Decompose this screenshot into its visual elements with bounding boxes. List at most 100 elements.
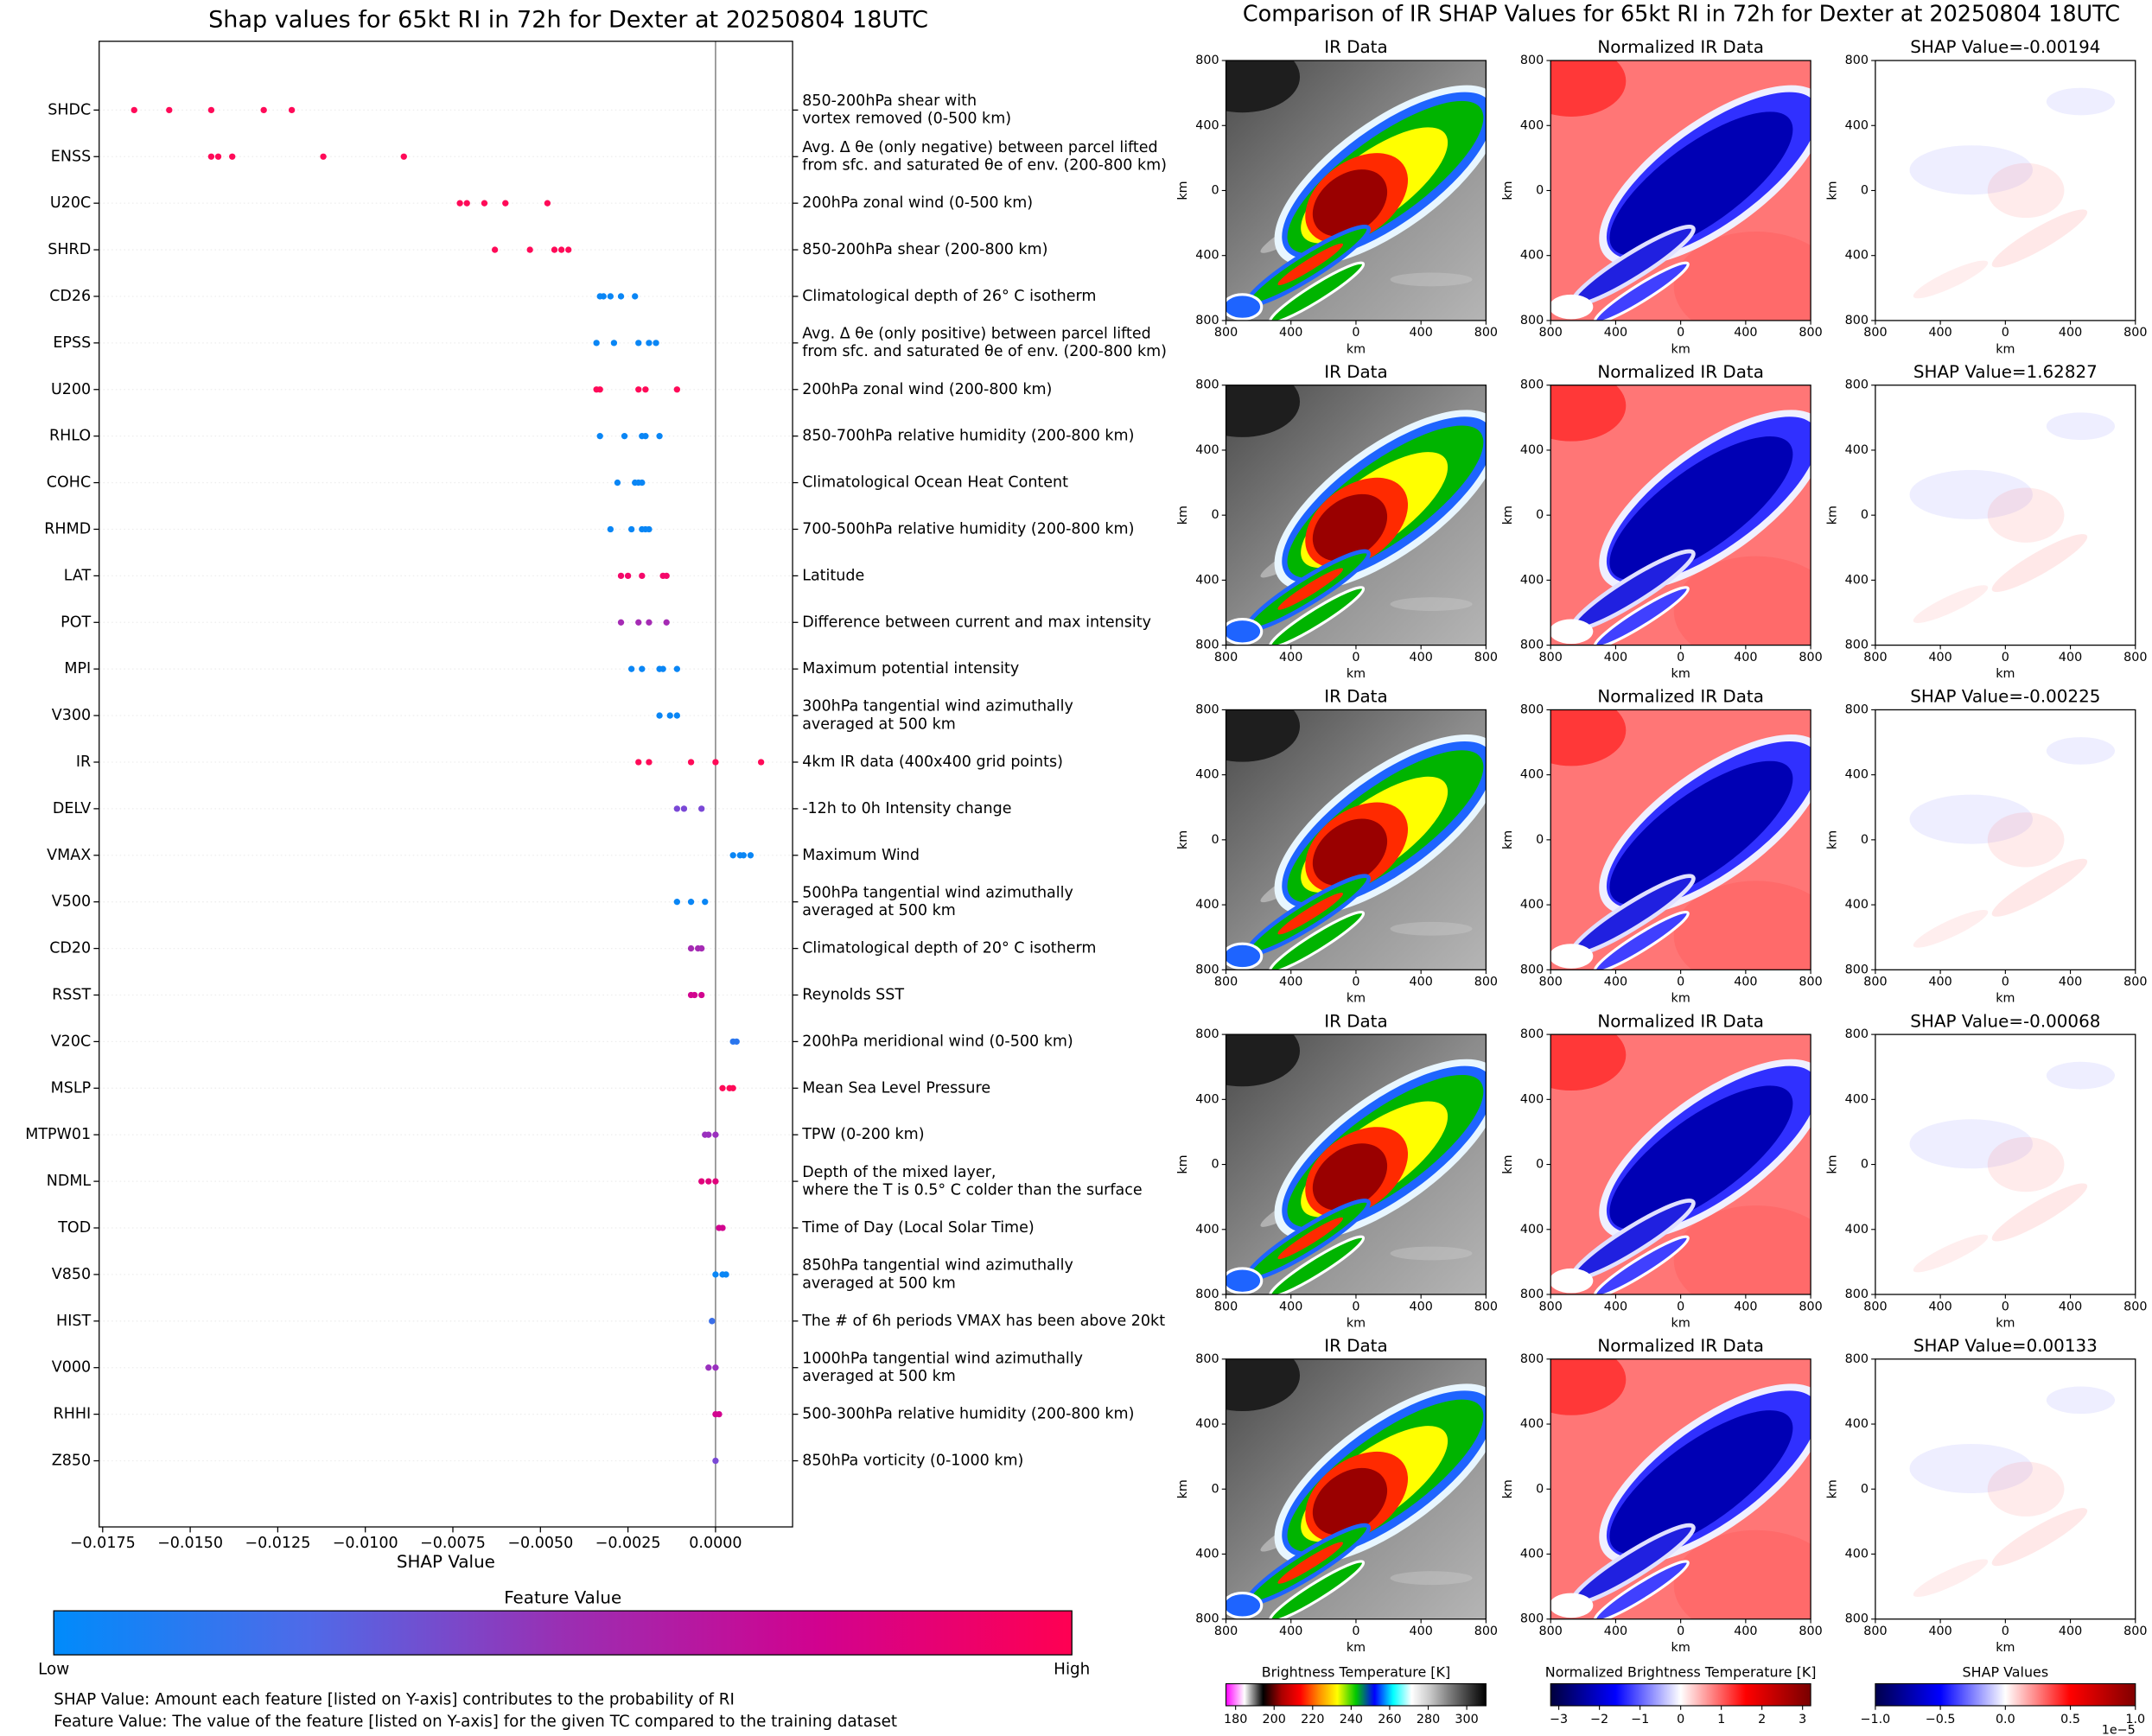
y-tick-label: CD26: [49, 288, 91, 305]
feature-description: 300hPa tangential wind azimuthally: [802, 698, 1073, 715]
y-tick-label: 400: [1520, 1417, 1544, 1431]
y-tick-label: Z850: [52, 1453, 91, 1470]
x-tick-label: 400: [2059, 1625, 2082, 1638]
shap-dot: [705, 1131, 712, 1138]
shap-dot: [628, 525, 635, 533]
x-tick-label: 800: [1799, 1300, 1822, 1313]
y-tick-label: MPI: [64, 660, 91, 677]
panel-title: IR Data: [1324, 362, 1387, 382]
plot-frame: [99, 41, 793, 1528]
shap-dot: [747, 852, 754, 859]
y-tick-label: 400: [1195, 573, 1219, 587]
y-tick-label: RHMD: [44, 520, 91, 537]
y-tick-label: V20C: [51, 1033, 91, 1050]
shap-dot: [712, 1178, 719, 1185]
panel-image: [1517, 46, 1853, 341]
x-tick-label: 800: [1863, 976, 1887, 989]
feature-description: Climatological Ocean Heat Content: [802, 474, 1068, 492]
shap-dot: [617, 293, 625, 300]
feature-description: averaged at 500 km: [802, 1368, 956, 1385]
image-content: [1185, 1015, 1528, 1307]
image-content: [1517, 1020, 1853, 1315]
colorbar-tick-label: −3: [1550, 1713, 1568, 1726]
feature-description: Maximum Wind: [802, 847, 920, 864]
x-tick-label: 800: [1214, 1300, 1238, 1313]
x-axis-label: km: [1671, 667, 1690, 681]
y-tick-label: V300: [52, 707, 91, 724]
x-tick-label: 0: [1352, 1300, 1359, 1313]
shap-dot: [260, 106, 267, 114]
image-content: [1875, 60, 2136, 321]
feature-description: TPW (0-200 km): [801, 1126, 924, 1143]
feature-description: from sfc. and saturated θe of env. (200-…: [802, 343, 1167, 360]
colorbar-tick-label: 0: [1677, 1713, 1684, 1726]
colorbar-tick-label: −0.5: [1926, 1713, 1956, 1726]
x-tick-label: 400: [1410, 326, 1433, 340]
x-axis-label: km: [1347, 1316, 1366, 1330]
colorbar-high: High: [1054, 1661, 1090, 1679]
x-axis-label: km: [1347, 1641, 1366, 1655]
y-tick-label: 800: [1195, 703, 1219, 716]
x-tick-label: 800: [1799, 651, 1822, 665]
y-tick-label: 400: [1845, 1092, 1869, 1106]
x-tick-label: 400: [1279, 1625, 1302, 1638]
colorbar-tick-label: 2: [1758, 1713, 1766, 1726]
x-tick-label: 800: [1799, 1625, 1822, 1638]
y-tick-label: U20C: [50, 194, 91, 212]
y-tick-label: 800: [1845, 1352, 1869, 1366]
y-tick-label: 0: [1861, 1482, 1869, 1496]
shap-dot: [712, 1131, 719, 1138]
x-tick-label: 0: [1352, 976, 1359, 989]
y-tick-label: COHC: [47, 474, 91, 492]
y-tick-label: 800: [1520, 703, 1544, 716]
feature-description: 500hPa tangential wind azimuthally: [802, 884, 1073, 901]
x-axis-label: km: [1996, 342, 2015, 356]
y-axis-label: km: [1176, 506, 1190, 525]
y-tick-label: 400: [1520, 768, 1544, 782]
shap-dot: [491, 246, 499, 253]
y-tick-label: 400: [1520, 249, 1544, 263]
y-tick-label: 0: [1211, 1482, 1219, 1496]
colorbar-tick-label: 180: [1224, 1713, 1247, 1726]
shap-dot: [659, 665, 666, 672]
y-axis-label: km: [1826, 1479, 1840, 1498]
y-tick-label: 400: [1845, 118, 1869, 132]
feature-description: Difference between current and max inten…: [802, 614, 1151, 631]
shap-dot: [639, 479, 646, 486]
y-tick-label: 400: [1845, 443, 1869, 457]
y-tick-label: ENSS: [51, 148, 91, 165]
x-tick-label: 800: [1863, 1625, 1887, 1638]
y-axis-label: km: [1501, 1154, 1515, 1173]
y-tick-label: 800: [1520, 314, 1544, 327]
feature-description: Reynolds SST: [802, 986, 904, 1003]
feature-description: Climatological depth of 20° C isotherm: [802, 940, 1096, 957]
panel-title: Normalized IR Data: [1597, 362, 1763, 382]
x-tick-label: −0.0125: [245, 1535, 310, 1552]
y-tick-label: 800: [1195, 639, 1219, 652]
panel-image: [1185, 1015, 1528, 1307]
y-tick-label: HIST: [56, 1313, 91, 1330]
shap-dot: [680, 805, 688, 812]
x-tick-label: 400: [1928, 1300, 1951, 1313]
shap-dot: [614, 479, 621, 486]
y-axis-label: km: [1501, 181, 1515, 200]
colorbar-tick-label: 0.5: [2060, 1713, 2080, 1726]
shap-dot: [712, 759, 719, 766]
y-tick-label: EPSS: [53, 334, 91, 352]
image-content: [1185, 1340, 1528, 1632]
x-tick-label: 400: [1734, 1300, 1757, 1313]
shap-dot: [632, 293, 639, 300]
shap-dot: [729, 852, 736, 859]
shap-dot: [639, 665, 646, 672]
y-tick-label: 0: [1211, 508, 1219, 522]
x-axis-label: km: [1347, 667, 1366, 681]
colorbar-tick-label: 0.0: [1996, 1713, 2015, 1726]
y-tick-label: 800: [1845, 314, 1869, 327]
y-tick-label: LAT: [64, 567, 92, 584]
x-tick-label: 400: [1734, 976, 1757, 989]
x-tick-label: 400: [1604, 651, 1627, 665]
y-tick-label: 800: [1845, 963, 1869, 976]
shap-dot: [709, 1318, 716, 1325]
y-tick-label: 400: [1195, 1223, 1219, 1237]
y-tick-label: 800: [1845, 639, 1869, 652]
